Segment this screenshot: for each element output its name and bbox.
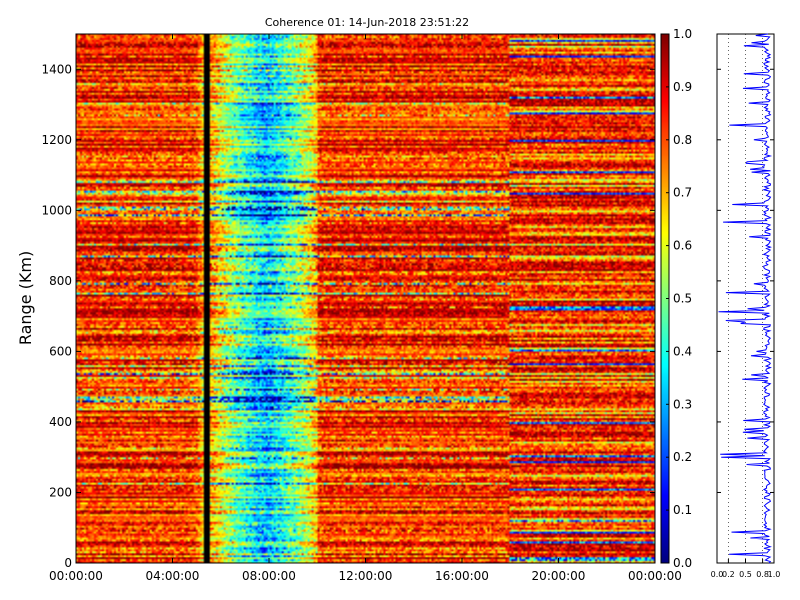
heatmap-y-tick-label: 200 [49,485,72,499]
colorbar-tick-label: 0.0 [673,556,692,570]
colorbar-tick-label: 0.1 [673,503,692,517]
colorbar-tick-label: 0.5 [673,292,692,306]
profile-x-tick-label: 0.8 [756,570,769,579]
heatmap-y-tick-label: 1400 [41,62,72,76]
heatmap-x-tick-label: 20:00:00 [532,569,586,583]
heatmap-plot: 00:00:00 04:00:00 08:00:00 12:00:00 16:00:00… [16,33,682,583]
colorbar-tick-label: 1.0 [673,27,692,41]
heatmap-y-tick-label: 600 [49,344,72,358]
heatmap-y-axis-label: Range (Km) [16,251,35,345]
heatmap-y-axis: 0 200 400 600 800 1000 1200 1400 [41,62,655,570]
colorbar-tick-label: 0.6 [673,239,692,253]
heatmap-x-tick-label: 00:00:00 [49,569,103,583]
profile-x-axis: 0.00.2 0.5 0.81.0 [711,559,781,579]
profile-plot: 0.00.2 0.5 0.81.0 [711,33,781,579]
heatmap-x-tick-label: 00:00:00 [628,569,682,583]
profile-x-tick-label: 1.0 [768,570,781,579]
heatmap-image [76,34,655,563]
heatmap-y-tick-label: 1000 [41,203,72,217]
heatmap-x-axis: 00:00:00 04:00:00 08:00:00 12:00:00 16:00:00… [49,34,682,583]
colorbar-gradient [661,34,669,563]
colorbar-tick-label: 0.9 [673,80,692,94]
colorbar-tick-label: 0.4 [673,344,692,358]
colorbar: 0.0 0.1 0.2 0.3 0.4 0.5 0.6 0.7 0.8 0.9 1.0 [660,27,692,570]
heatmap-x-tick-label: 16:00:00 [435,569,489,583]
heatmap-y-tick-label: 800 [49,274,72,288]
heatmap-y-tick-label: 400 [49,415,72,429]
profile-x-tick-label: 0.2 [722,570,735,579]
colorbar-tick-label: 0.8 [673,133,692,147]
profile-series-line [718,33,773,564]
heatmap-x-tick-label: 04:00:00 [146,569,200,583]
heatmap-y-tick-label: 1200 [41,133,72,147]
colorbar-axis: 0.0 0.1 0.2 0.3 0.4 0.5 0.6 0.7 0.8 0.9 1.0 [666,27,692,570]
profile-x-tick-label: 0.0 [711,570,724,579]
heatmap-x-tick-label: 12:00:00 [339,569,393,583]
profile-x-tick-label: 0.5 [739,570,752,579]
profile-y-axis [717,68,774,564]
profile-gridlines [728,34,763,563]
heatmap-y-tick-label: 0 [64,556,72,570]
chart-title: Coherence 01: 14-Jun-2018 23:51:22 [265,16,469,29]
colorbar-tick-label: 0.7 [673,186,692,200]
colorbar-tick-label: 0.2 [673,450,692,464]
heatmap-x-tick-label: 08:00:00 [242,569,296,583]
colorbar-tick-label: 0.3 [673,397,692,411]
